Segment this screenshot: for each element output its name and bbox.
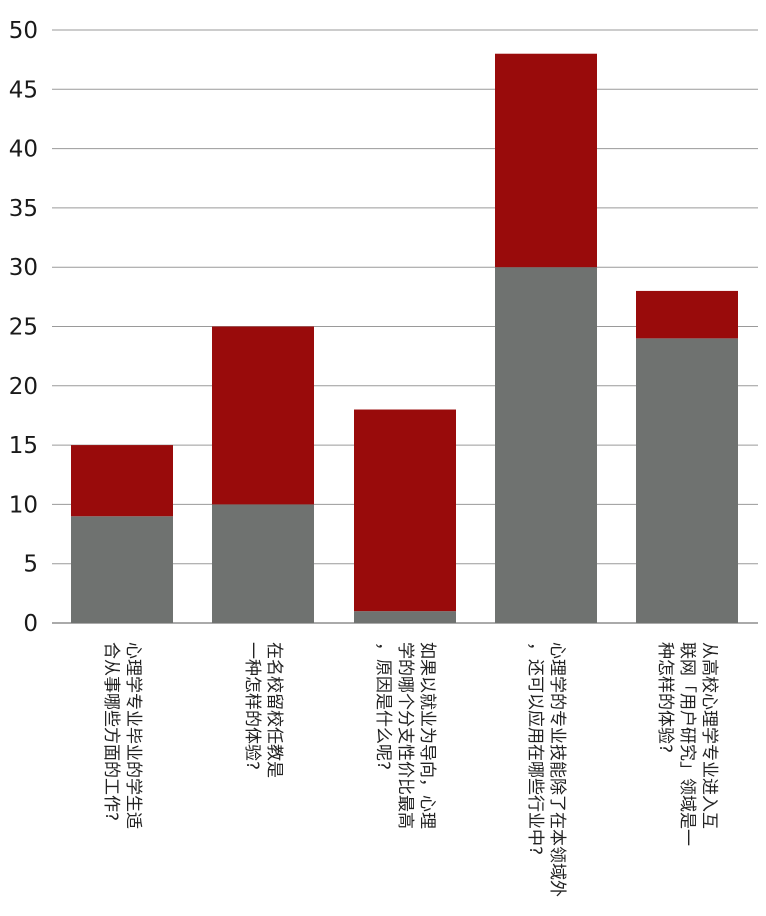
bar-segment-red xyxy=(71,445,173,517)
category-label: 心理学的专业技能除了在本领域外，还可以应用在哪些行业中? xyxy=(525,642,567,897)
y-tick-label: 0 xyxy=(23,611,38,637)
category-label-line: 心理学专业毕业的学生适 xyxy=(123,642,143,829)
category-label-line: ，原因是什么呢? xyxy=(373,642,393,770)
bar-segment-gray xyxy=(71,516,173,623)
y-tick-label: 30 xyxy=(9,255,38,281)
bar-segment-red xyxy=(495,53,597,268)
category-label-line: 心理学的专业技能除了在本领域外 xyxy=(547,642,567,897)
category-label-line: 一种怎样的体验? xyxy=(242,642,262,770)
y-tick-label: 10 xyxy=(9,492,38,518)
category-label-line: 合从事哪些方面的工作? xyxy=(101,642,121,821)
bar-segment-gray xyxy=(212,504,314,623)
bar-segment-gray xyxy=(354,611,456,623)
category-label-line: 如果以就业为导向，心理 xyxy=(417,642,437,829)
bar-segment-red xyxy=(636,290,738,339)
y-tick-label: 50 xyxy=(9,18,38,44)
y-tick-label: 15 xyxy=(9,433,38,459)
y-tick-label: 5 xyxy=(23,552,38,578)
y-tick-label: 45 xyxy=(9,77,38,103)
category-label-line: 种怎样的体验? xyxy=(655,642,675,753)
category-label-line: 从高校心理学专业进入互 xyxy=(699,642,719,829)
category-label-line: ，还可以应用在哪些行业中? xyxy=(525,642,545,855)
y-tick-label: 20 xyxy=(9,374,38,400)
bar-segment-red xyxy=(354,409,456,612)
category-label-line: 在名校留校任教是 xyxy=(264,642,284,778)
y-tick-label: 35 xyxy=(9,196,38,222)
bars-layer xyxy=(71,53,738,623)
y-tick-label: 40 xyxy=(9,137,38,163)
y-tick-label: 25 xyxy=(9,315,38,341)
bar-segment-gray xyxy=(636,338,738,623)
bar-segment-red xyxy=(212,326,314,505)
category-label-line: 学的哪个分支性价比最高 xyxy=(395,642,415,829)
category-label-line: 联网「用户研究」领域是一 xyxy=(677,642,697,846)
y-axis-tick-labels: 0 5 10 15 20 25 30 35 40 45 50 xyxy=(9,18,38,637)
bar-segment-gray xyxy=(495,267,597,623)
